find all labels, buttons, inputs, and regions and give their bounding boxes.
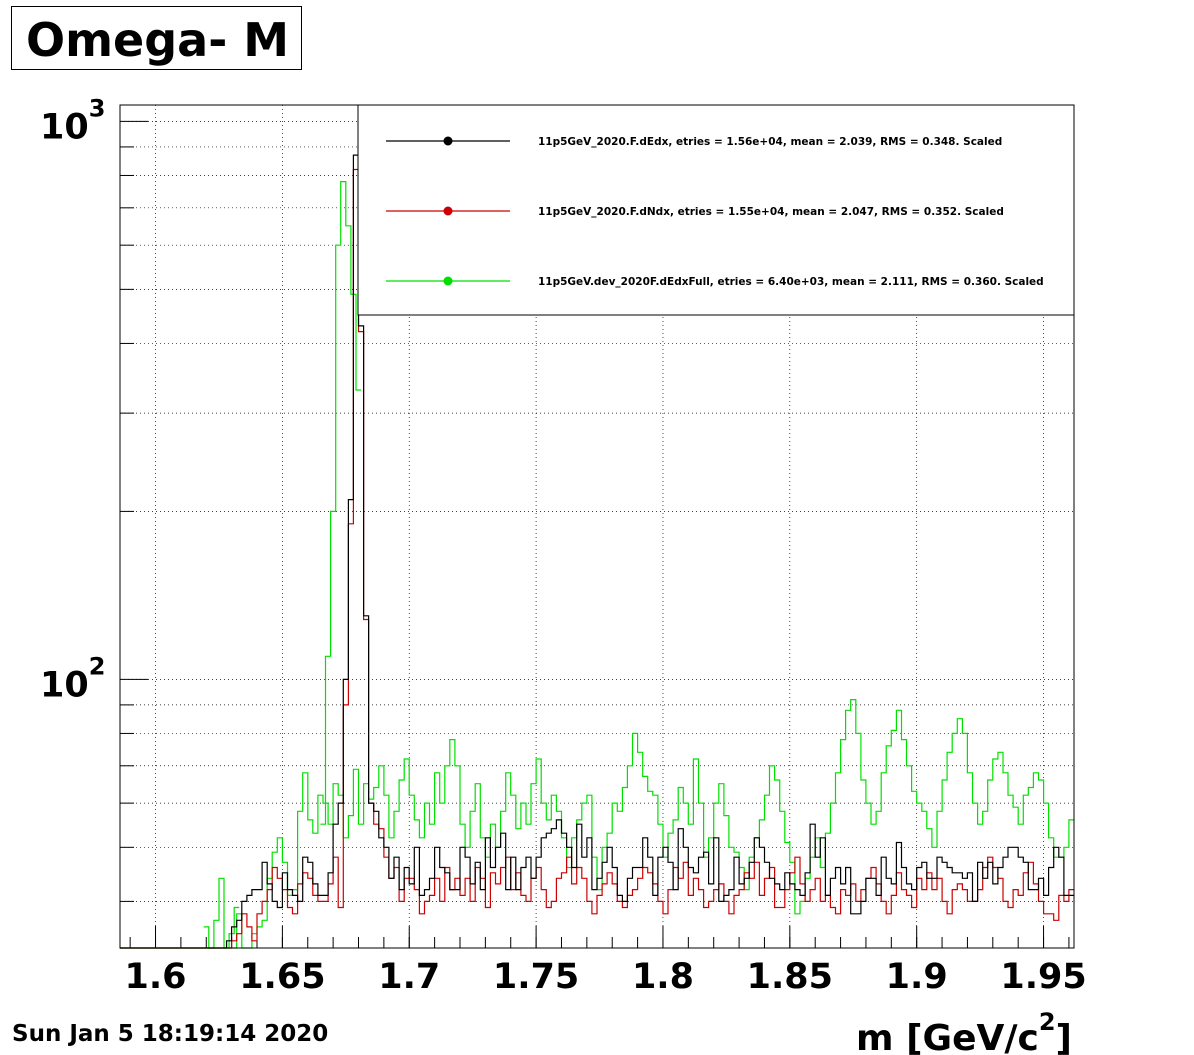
x-tick-label: 1.8 bbox=[632, 957, 694, 997]
legend: 11p5GeV_2020.F.dEdx, etries = 1.56e+04, … bbox=[357, 104, 1075, 316]
x-tick-label: 1.95 bbox=[1000, 957, 1086, 997]
series-layer bbox=[120, 154, 1074, 949]
legend-marker bbox=[443, 206, 453, 216]
x-axis-label-main: m [GeV/c bbox=[856, 1018, 1039, 1055]
legend-box bbox=[357, 104, 1075, 316]
axis-ticks bbox=[120, 120, 1070, 948]
datestamp: Sun Jan 5 18:19:14 2020 bbox=[12, 1021, 329, 1047]
chart-title: Omega- M bbox=[26, 13, 290, 67]
x-tick-label: 1.75 bbox=[493, 957, 579, 997]
legend-entry: 11p5GeV.dev_2020F.dEdxFull, etries = 6.4… bbox=[538, 276, 1044, 288]
title-box: Omega- M bbox=[11, 6, 302, 70]
y-tick-labels: 102 103 bbox=[40, 94, 105, 705]
x-tick-label: 1.65 bbox=[239, 957, 325, 997]
x-axis-label: m [GeV/c2] bbox=[856, 1008, 1072, 1055]
series-line bbox=[120, 699, 1074, 949]
x-tick-labels: 1.6 1.65 1.7 1.75 1.8 1.85 1.9 1.95 bbox=[125, 957, 1087, 997]
series-segment bbox=[320, 181, 361, 825]
series-segment bbox=[203, 877, 240, 949]
legend-marker bbox=[443, 136, 453, 146]
x-axis-label-exp: 2 bbox=[1039, 1008, 1056, 1036]
series-0 bbox=[120, 154, 1074, 949]
x-tick-label: 1.85 bbox=[747, 957, 833, 997]
legend-entry: 11p5GeV_2020.F.dEdx, etries = 1.56e+04, … bbox=[538, 136, 1002, 148]
legend-marker bbox=[443, 276, 453, 286]
series-line bbox=[120, 154, 1074, 949]
x-tick-label: 1.9 bbox=[886, 957, 948, 997]
series-1 bbox=[120, 168, 1074, 949]
x-tick-label: 1.7 bbox=[378, 957, 440, 997]
x-tick-label: 1.6 bbox=[125, 957, 187, 997]
y-tick-label: 103 bbox=[40, 94, 105, 147]
series-line bbox=[120, 168, 1074, 949]
x-axis-label-end: ] bbox=[1056, 1018, 1072, 1055]
y-tick-label: 102 bbox=[40, 652, 105, 705]
legend-entry: 11p5GeV_2020.F.dNdx, etries = 1.55e+04, … bbox=[538, 206, 1004, 218]
